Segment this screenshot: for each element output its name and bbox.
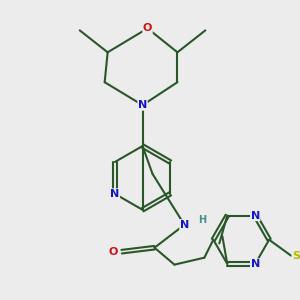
Text: N: N — [110, 189, 120, 199]
Text: S: S — [292, 251, 300, 261]
Text: N: N — [250, 259, 260, 269]
Text: N: N — [180, 220, 189, 230]
Text: O: O — [143, 23, 152, 33]
Text: N: N — [138, 100, 147, 110]
Text: H: H — [198, 215, 206, 225]
Text: N: N — [250, 211, 260, 220]
Text: O: O — [109, 247, 118, 257]
